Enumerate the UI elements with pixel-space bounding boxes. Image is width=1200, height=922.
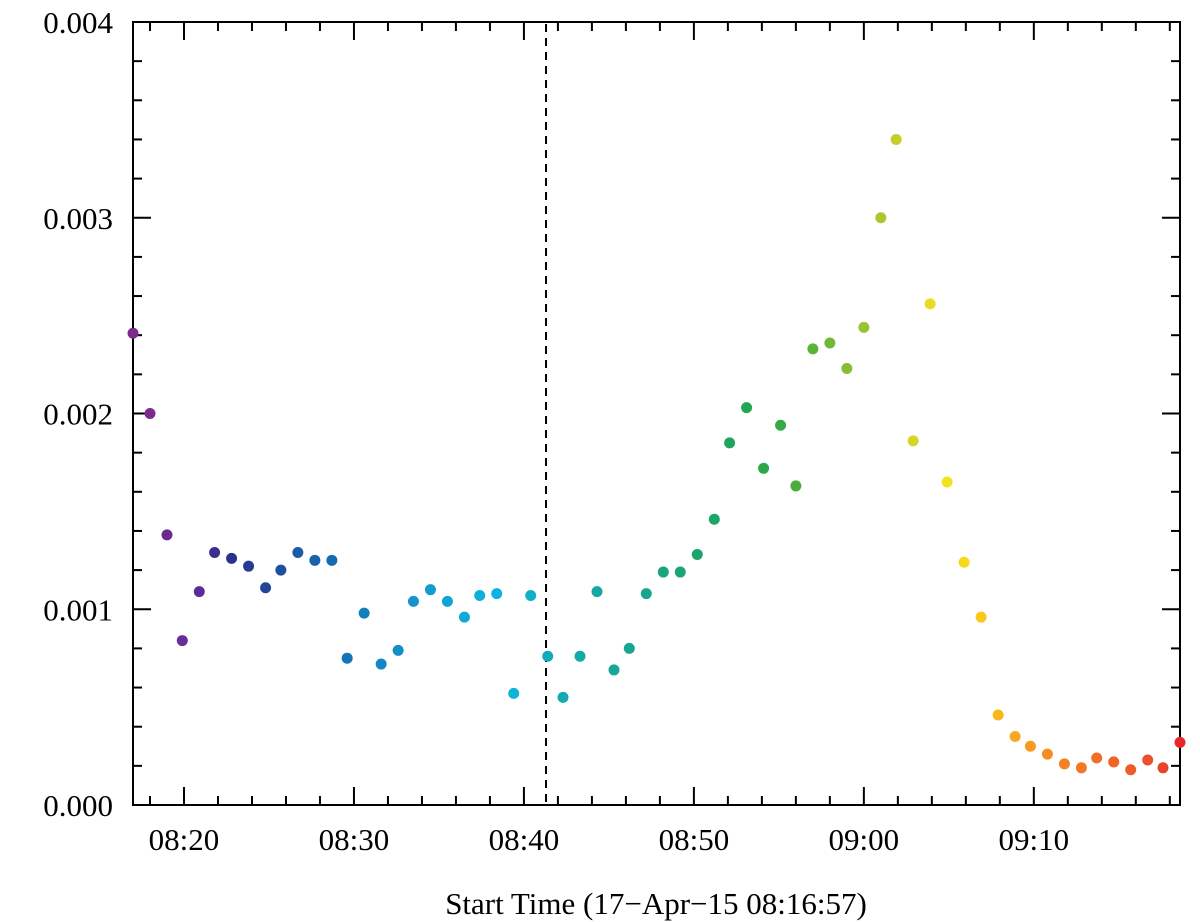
y-tick-labels: 0.000 0.001 0.002 0.003 0.004 (43, 5, 113, 823)
data-point (1142, 754, 1154, 766)
x-tick-label: 08:50 (659, 822, 730, 857)
data-point (358, 607, 370, 619)
x-axis-title: Start Time (17−Apr−15 08:16:57) (445, 886, 867, 921)
data-point (890, 133, 902, 145)
data-point (209, 546, 221, 558)
x-tick-label: 09:10 (999, 822, 1070, 857)
data-point (260, 582, 272, 594)
data-point (491, 588, 503, 600)
data-point (758, 462, 770, 474)
data-point (1058, 758, 1070, 770)
data-point (1009, 730, 1021, 742)
data-point (243, 560, 255, 572)
data-point (708, 513, 720, 525)
data-point (424, 584, 436, 596)
data-point (407, 595, 419, 607)
data-point (309, 554, 321, 566)
data-point (375, 658, 387, 670)
data-points (127, 133, 1186, 776)
data-point (907, 435, 919, 447)
data-point (1108, 756, 1120, 768)
data-point (441, 595, 453, 607)
y-tick-label: 0.001 (43, 592, 113, 627)
data-point (992, 709, 1004, 721)
data-point (924, 298, 936, 310)
x-tick-labels: 08:20 08:30 08:40 08:50 09:00 09:10 (149, 822, 1069, 857)
data-point (1024, 740, 1036, 752)
data-point (824, 337, 836, 349)
data-point (1174, 736, 1186, 748)
data-point (326, 554, 338, 566)
x-tick-label: 08:20 (149, 822, 220, 857)
data-point (858, 321, 870, 333)
data-point (741, 402, 753, 414)
x-tick-label: 09:00 (829, 822, 900, 857)
x-tick-label: 08:30 (319, 822, 390, 857)
data-point (608, 664, 620, 676)
data-point (144, 408, 156, 419)
data-point (1125, 764, 1137, 776)
data-point (193, 586, 205, 598)
data-point (807, 343, 819, 355)
data-point (975, 611, 987, 623)
data-point (542, 650, 554, 662)
data-point (458, 611, 470, 623)
data-point (525, 590, 537, 602)
data-point (875, 212, 887, 224)
y-tick-label: 0.002 (43, 397, 113, 432)
data-point (161, 529, 173, 541)
data-point (1091, 752, 1103, 764)
data-point (275, 564, 287, 576)
data-point (1041, 748, 1053, 760)
data-point (127, 327, 139, 339)
data-point (623, 642, 635, 654)
axis-ticks (133, 21, 1180, 806)
y-tick-label: 0.003 (43, 201, 113, 236)
data-point (341, 652, 353, 664)
data-point (176, 635, 188, 647)
data-point (226, 552, 238, 564)
plot-frame (132, 21, 1181, 806)
data-point (724, 437, 736, 449)
y-tick-label: 0.004 (43, 5, 113, 40)
data-point (674, 566, 686, 578)
data-point (790, 480, 802, 492)
x-tick-label: 08:40 (489, 822, 560, 857)
data-point (640, 588, 652, 600)
y-tick-label: 0.000 (43, 788, 113, 823)
data-point (691, 548, 703, 560)
data-point (657, 566, 669, 578)
data-point (1157, 762, 1169, 774)
data-point (508, 687, 520, 699)
data-point (557, 691, 569, 703)
data-point (775, 419, 787, 431)
data-point (1075, 762, 1087, 774)
data-point (574, 650, 586, 662)
data-point (958, 556, 970, 568)
data-point (591, 586, 603, 598)
data-point (841, 362, 853, 374)
data-point (941, 476, 953, 488)
data-point (292, 546, 304, 558)
data-point (392, 644, 404, 656)
data-point (474, 590, 486, 602)
